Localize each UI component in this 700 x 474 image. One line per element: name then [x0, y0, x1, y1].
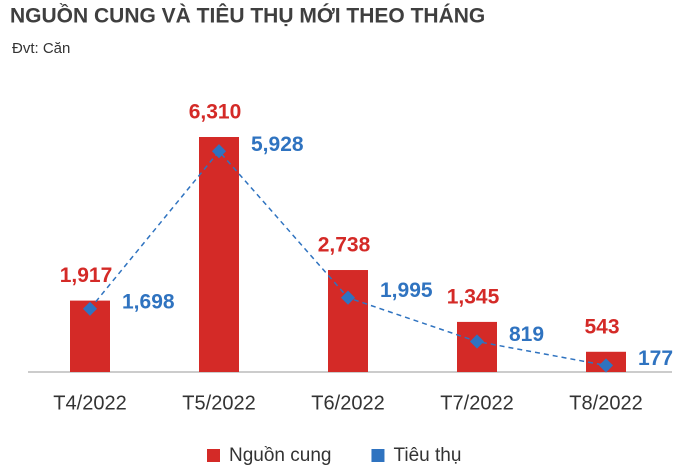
x-tick-label: T7/2022	[440, 392, 513, 414]
x-tick-label: T4/2022	[53, 392, 126, 414]
line-marker	[340, 290, 356, 305]
bar-value-label: 2,738	[318, 234, 371, 257]
bar	[199, 137, 239, 372]
x-tick-label: T5/2022	[182, 392, 255, 414]
line-marker	[82, 301, 98, 316]
line-value-label: 5,928	[251, 133, 304, 156]
line-marker	[211, 144, 227, 159]
chart-subtitle: Đvt: Căn	[12, 40, 70, 57]
bar	[328, 270, 368, 372]
bar-value-label: 6,310	[189, 101, 242, 124]
legend-label: Nguồn cung	[229, 445, 331, 466]
chart-title: NGUỒN CUNG VÀ TIÊU THỤ MỚI THEO THÁNG	[10, 4, 485, 28]
legend-swatch	[207, 449, 220, 462]
bar-value-label: 1,917	[60, 264, 113, 287]
line-marker	[469, 334, 485, 349]
line-marker	[598, 358, 614, 373]
line-value-label: 819	[509, 323, 544, 346]
line-value-label: 1,698	[122, 290, 175, 313]
bar-value-label: 543	[584, 315, 619, 338]
x-tick-label: T8/2022	[569, 392, 642, 414]
line-value-label: 177	[638, 347, 673, 370]
bar-value-label: 1,345	[447, 285, 500, 308]
line-value-label: 1,995	[380, 279, 433, 302]
legend-swatch	[371, 449, 385, 462]
legend-label: Tiêu thụ	[393, 445, 461, 466]
x-tick-label: T6/2022	[311, 392, 384, 414]
